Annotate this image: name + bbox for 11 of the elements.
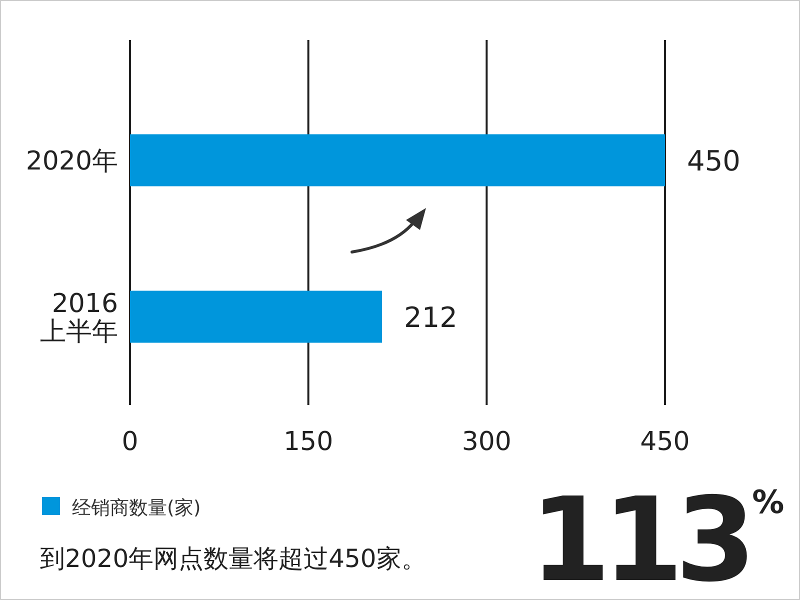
y-tick-label: 2016 上半年 <box>40 288 118 347</box>
x-tick-label: 150 <box>284 427 334 457</box>
x-tick-label: 450 <box>640 427 690 457</box>
text: 到2020年网点数量将超过450家。 <box>40 544 426 573</box>
data-label: 450 <box>687 144 740 178</box>
x-tick-label: 0 <box>122 427 138 457</box>
y-tick-label: 2020年 <box>26 146 118 176</box>
legend-label: 经销商数量(家) <box>72 497 201 519</box>
data-label: 212 <box>404 300 458 334</box>
text: 113$^{%}$ <box>530 473 784 600</box>
x-tick-label: 300 <box>462 427 512 457</box>
